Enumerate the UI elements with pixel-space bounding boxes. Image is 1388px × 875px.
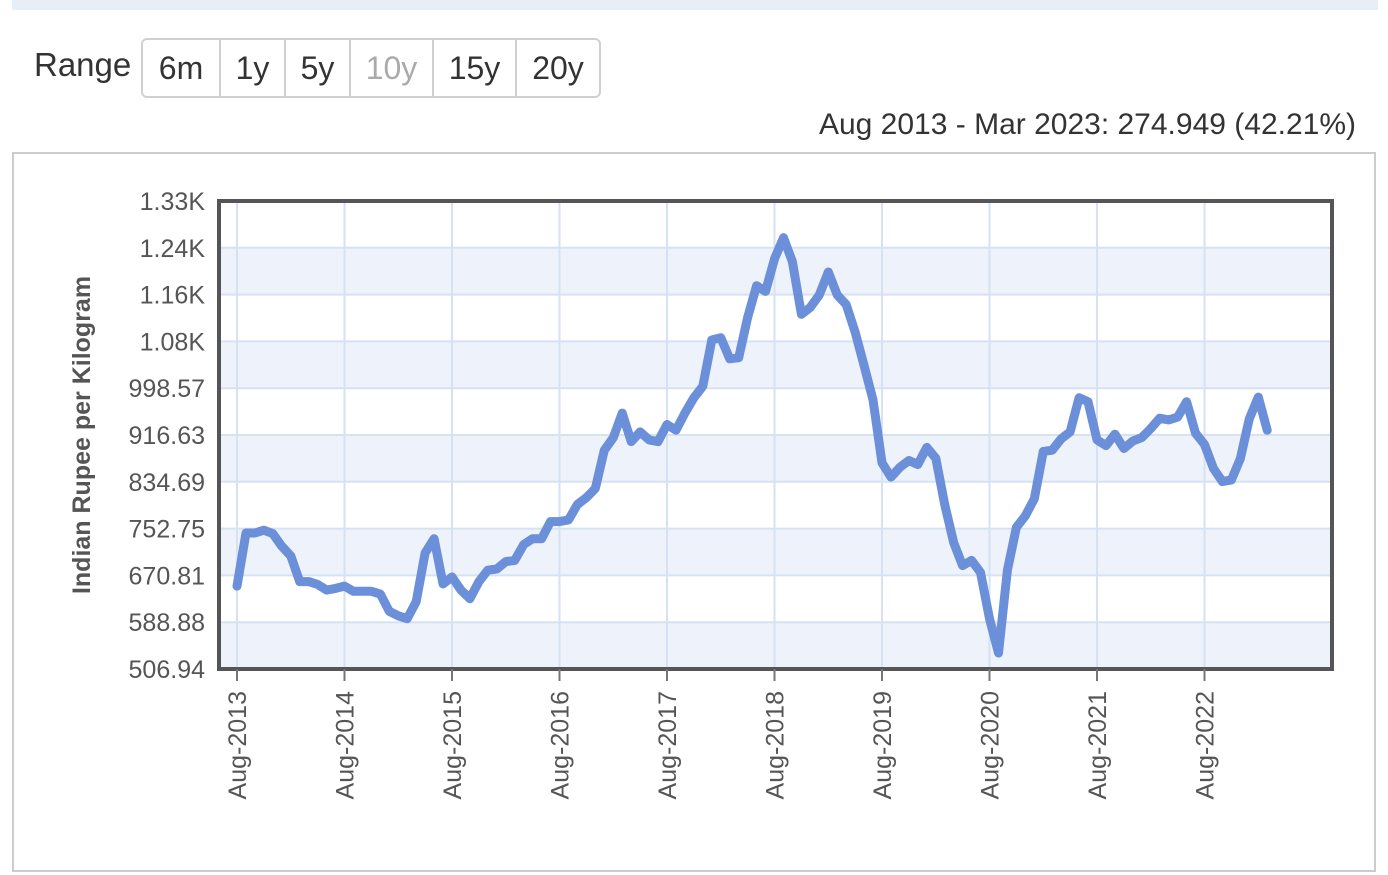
y-tick-label: 752.75 — [129, 516, 205, 544]
y-tick-label: 1.24K — [140, 235, 206, 263]
x-tick-label: Aug-2019 — [869, 691, 897, 799]
x-tick-label: Aug-2013 — [224, 691, 252, 799]
y-tick-label: 1.16K — [140, 282, 206, 310]
x-tick-label: Aug-2016 — [547, 691, 575, 799]
x-tick-label: Aug-2017 — [654, 691, 682, 799]
x-tick-label: Aug-2018 — [762, 691, 790, 799]
series-layer — [232, 233, 1272, 658]
top-strip — [12, 0, 1378, 10]
line-chart: 506.94 588.88 670.81 752.75 834.69 916.63 998.… — [68, 188, 1334, 800]
range-button-5y[interactable]: 5y — [286, 40, 351, 96]
range-button-15y[interactable]: 15y — [434, 40, 517, 96]
x-axis-ticks — [236, 669, 1206, 681]
range-selector: 6m 1y 5y 10y 15y 20y — [141, 38, 601, 98]
range-button-20y[interactable]: 20y — [532, 50, 584, 86]
x-tick-label: Aug-2014 — [332, 691, 360, 800]
series-line — [232, 233, 1272, 658]
y-axis-tick-labels: 506.94 588.88 670.81 752.75 834.69 916.63 998.… — [129, 188, 206, 684]
y-tick-label: 670.81 — [129, 562, 205, 590]
y-tick-label: 1.33K — [140, 188, 206, 216]
x-tick-label: Aug-2021 — [1084, 691, 1112, 799]
y-tick-label: 998.57 — [129, 375, 205, 403]
range-button-10y: 10y — [351, 40, 434, 96]
y-axis-title: Indian Rupee per Kilogram — [68, 276, 96, 594]
range-button-6m[interactable]: 6m — [143, 40, 221, 96]
y-tick-label: 588.88 — [129, 609, 205, 637]
range-label: Range — [34, 46, 132, 83]
range-button-1y[interactable]: 1y — [221, 40, 286, 96]
x-axis-tick-labels: Aug-2013 Aug-2014 Aug-2015 Aug-2016 Aug-2017… — [224, 691, 1220, 800]
y-tick-label: 506.94 — [129, 656, 206, 684]
y-tick-label: 834.69 — [129, 469, 205, 497]
x-tick-label: Aug-2022 — [1192, 691, 1220, 799]
range-summary: Aug 2013 - Mar 2023: 274.949 (42.21%) — [818, 108, 1356, 141]
x-tick-label: Aug-2020 — [977, 691, 1005, 799]
chart-container: 506.94 588.88 670.81 752.75 834.69 916.63 998.… — [12, 152, 1376, 872]
y-tick-label: 1.08K — [140, 328, 206, 356]
x-tick-label: Aug-2015 — [439, 691, 467, 799]
y-tick-label: 916.63 — [129, 422, 205, 450]
